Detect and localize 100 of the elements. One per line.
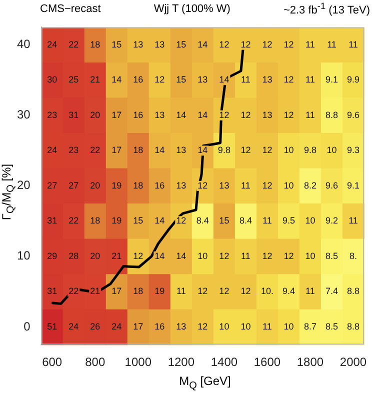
data-label: 12 [284, 250, 294, 261]
data-label: 9.8 [218, 145, 230, 156]
x-tick-label: 1800 [296, 355, 324, 370]
data-label: 21 [112, 250, 122, 261]
data-label: 19 [112, 216, 122, 226]
x-tick-label: 800 [85, 355, 106, 370]
y-tick-label: 0 [24, 319, 31, 334]
data-label: 23 [47, 110, 58, 120]
data-label: 14 [154, 145, 165, 156]
data-label: 12 [198, 286, 208, 296]
data-label: 16 [154, 180, 165, 190]
data-label: 26 [90, 321, 100, 332]
data-label: 10 [198, 250, 208, 261]
data-label: 18 [133, 180, 144, 190]
data-label: 12 [240, 145, 251, 156]
data-label: 13 [176, 180, 186, 190]
data-label: 16 [154, 321, 165, 332]
data-label: 11 [327, 39, 336, 50]
data-label: 10 [284, 180, 294, 190]
data-label: 12 [284, 110, 294, 120]
data-label: 12 [176, 216, 186, 226]
data-label: 30 [47, 74, 58, 85]
data-label: 14 [154, 250, 165, 261]
data-label: 12 [262, 250, 272, 261]
data-label: 9.5 [282, 216, 295, 226]
data-label: 18 [90, 39, 100, 50]
data-label: 12 [154, 74, 165, 85]
data-label: 12 [133, 250, 144, 261]
data-label: 20 [90, 180, 100, 190]
data-label: 20 [90, 110, 100, 120]
data-label: 10 [219, 321, 230, 332]
data-label: 13 [198, 74, 208, 85]
data-label: 22 [68, 39, 79, 50]
x-tick-label: 1400 [210, 355, 238, 370]
data-label: 16 [133, 74, 144, 85]
data-label: 10 [305, 250, 316, 261]
data-label: 11 [306, 110, 315, 120]
data-label: 8.4 [196, 216, 209, 226]
y-tick-label: 20 [16, 178, 31, 192]
data-label: 10 [240, 321, 251, 332]
data-label: 24 [112, 321, 122, 332]
data-label: 17 [112, 110, 122, 120]
data-label: 20 [90, 250, 100, 261]
data-label: 21 [90, 286, 100, 296]
data-label: 27 [47, 180, 58, 190]
data-label: 22 [90, 145, 100, 156]
data-label: 11 [241, 180, 250, 190]
data-label: 28 [68, 250, 79, 261]
data-label: 31 [47, 216, 58, 226]
data-label: 10 [305, 216, 316, 226]
data-label: 10 [326, 145, 337, 156]
data-label: 19 [112, 180, 122, 190]
x-axis-title: M$_{Q}$ [GeV] [178, 374, 232, 392]
data-label: 12 [284, 39, 294, 50]
data-label: 14 [198, 145, 208, 156]
data-label: 9.2 [325, 216, 338, 226]
data-label: 10. [260, 286, 274, 296]
y-tick-label: 40 [16, 37, 31, 52]
data-label: 8.2 [304, 180, 316, 190]
data-label: 12 [262, 180, 272, 190]
data-label: 9.1 [325, 74, 338, 85]
data-label: 12 [219, 39, 230, 50]
y-tick-label: 30 [16, 108, 31, 122]
data-label: 7.4 [325, 286, 338, 296]
data-label: 15 [176, 74, 186, 85]
data-label: 12 [240, 286, 251, 296]
data-label: 23 [68, 145, 79, 156]
data-label: 22 [68, 216, 79, 226]
data-label: 9.6 [325, 180, 338, 190]
data-label: 11 [306, 74, 315, 85]
data-label: 11 [306, 39, 315, 50]
data-label: 31 [47, 286, 58, 296]
data-label: 9.9 [346, 74, 360, 85]
data-label: 11 [241, 250, 250, 261]
data-label: 13 [262, 74, 272, 85]
x-tick-label: 1600 [254, 355, 281, 370]
data-label: 9.8 [304, 145, 316, 156]
data-label: 13 [176, 145, 186, 156]
data-label: 11 [176, 286, 186, 296]
data-label: 12 [284, 74, 294, 85]
data-label: 14 [154, 216, 165, 226]
data-label: 17 [112, 145, 122, 156]
data-label: 13 [133, 39, 144, 50]
data-label: 18 [90, 216, 100, 226]
data-label: 29 [47, 250, 58, 261]
data-label: 12 [262, 145, 272, 156]
data-label: 12 [198, 180, 208, 190]
data-label: 8. [349, 250, 358, 261]
data-label: 24 [47, 145, 58, 156]
x-tick-label: 1000 [124, 355, 152, 370]
data-label: 14 [176, 250, 186, 261]
x-tick-label: 600 [42, 355, 62, 370]
y-tick-label: 10 [16, 248, 31, 263]
data-label: 51 [47, 321, 58, 332]
data-label: 12 [219, 250, 230, 261]
data-label: 25 [68, 74, 79, 85]
data-label: 17 [133, 321, 144, 332]
data-label: 15 [176, 39, 186, 50]
data-label: 8.5 [325, 250, 338, 261]
data-label: 8.8 [325, 110, 338, 120]
